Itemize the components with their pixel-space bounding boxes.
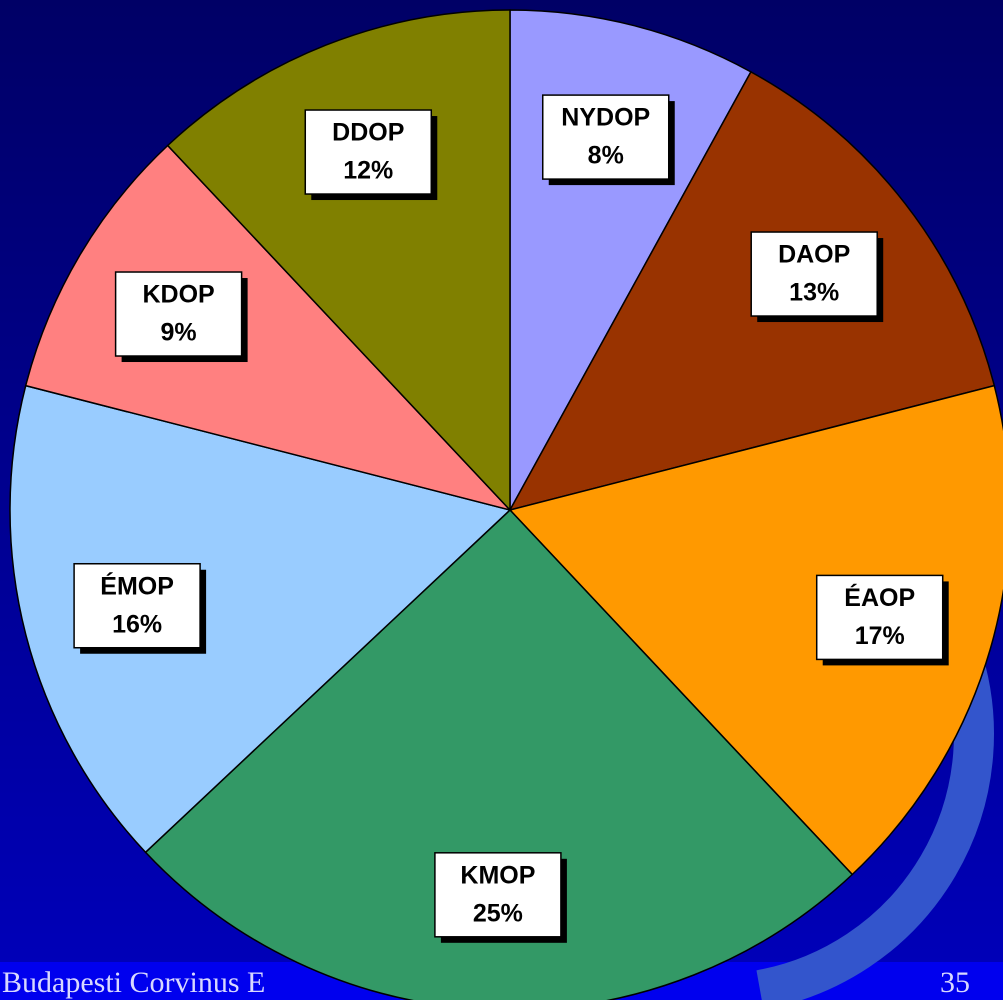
page-number: 35 [940, 966, 970, 999]
category-label: DDOP [332, 119, 404, 147]
label-box [304, 109, 433, 195]
value-label: 12% [343, 157, 393, 185]
label-box [815, 574, 944, 661]
pie-slice [24, 144, 513, 512]
value-label: 25% [473, 899, 523, 927]
label-box [434, 852, 562, 938]
labels: NYDOP 8% DAOP 13% ÉAOP 17% KMOP 25% ÉMOP 16% KDOP 9… [73, 94, 949, 943]
value-label: 17% [855, 622, 905, 650]
category-label: KMOP [460, 861, 535, 889]
value-label: 16% [112, 610, 162, 638]
pie-slice [9, 384, 512, 854]
value-label: 13% [789, 279, 839, 307]
footer-text: Budapesti Corvinus E [2, 966, 265, 999]
label-box [114, 271, 243, 357]
pie-slice [508, 384, 1003, 876]
category-label: NYDOP [561, 104, 650, 132]
category-label: ÉMOP [100, 571, 174, 600]
value-label: 8% [588, 142, 624, 170]
pie-slice [144, 508, 854, 1000]
category-label: KDOP [142, 281, 214, 309]
decoration [756, 643, 994, 1000]
label-box [73, 562, 201, 649]
label-box [750, 231, 878, 317]
category-label: DAOP [778, 241, 850, 269]
value-label: 9% [161, 319, 197, 347]
label-box [541, 94, 670, 180]
pie [9, 9, 1003, 1000]
category-label: ÉAOP [844, 583, 915, 612]
